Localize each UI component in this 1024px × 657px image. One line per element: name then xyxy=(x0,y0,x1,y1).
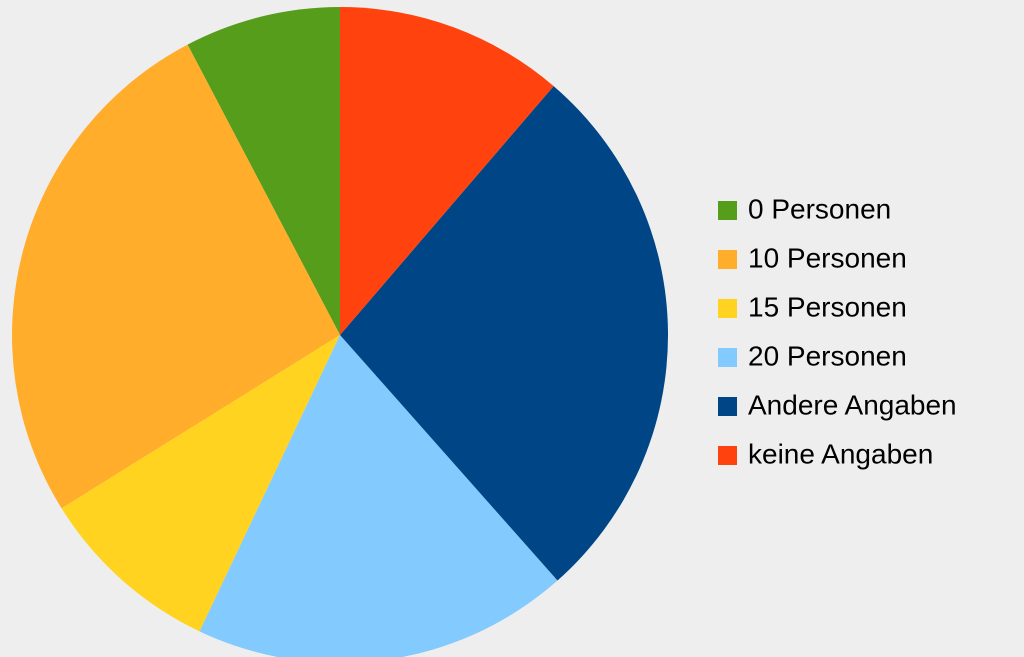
pie-slice xyxy=(340,7,554,335)
pie-slice xyxy=(61,335,340,632)
legend-swatch xyxy=(718,201,737,220)
pie-slice xyxy=(199,335,558,657)
legend-label: 20 Personen xyxy=(748,340,907,371)
pie-slice xyxy=(340,86,668,581)
legend-label: keine Angaben xyxy=(748,438,933,469)
pie-slice xyxy=(187,7,340,335)
legend-label: 10 Personen xyxy=(748,242,907,273)
legend-swatch xyxy=(718,250,737,269)
legend-swatch xyxy=(718,299,737,318)
pie-slice xyxy=(11,44,340,509)
legend-swatch xyxy=(718,446,737,465)
legend-swatch xyxy=(718,397,737,416)
legend-label: Andere Angaben xyxy=(748,389,957,420)
legend-swatch xyxy=(718,348,737,367)
legend-label: 15 Personen xyxy=(748,291,907,322)
legend-label: 0 Personen xyxy=(748,193,891,224)
